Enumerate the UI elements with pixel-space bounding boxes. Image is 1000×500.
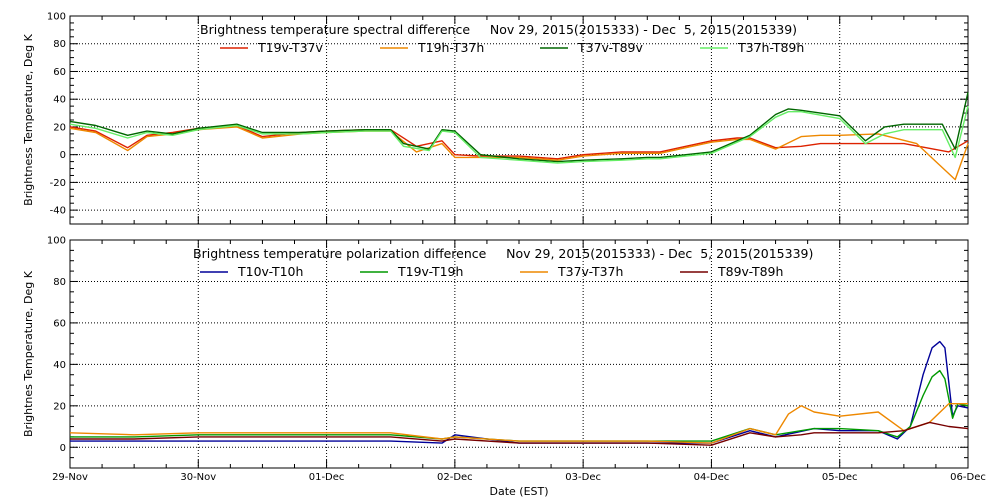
spectral-difference-panel: -40 -20 0 20 40 60 80 100 Brightness temperatur… (22, 12, 969, 225)
y-tick-label: 60 (53, 67, 66, 78)
y-tick-label: 100 (47, 236, 66, 247)
y-tick-label: 20 (53, 122, 66, 133)
y-tick-label: 40 (53, 95, 66, 106)
legend-label: T19v-T19h (397, 264, 463, 279)
grid (70, 16, 968, 224)
legend-label: T37v-T37h (557, 264, 623, 279)
x-tick-label: 06-Dec (950, 472, 986, 483)
legend-label: T19h-T37h (417, 40, 484, 55)
legend: T19v-T37v T19h-T37h T37v-T89v T37h-T89h (220, 40, 804, 55)
y-tick-label: 0 (60, 150, 66, 161)
x-tick-label: 05-Dec (822, 472, 858, 483)
x-tick-label: 30-Nov (180, 472, 216, 483)
polarization-difference-panel: 0 20 40 60 80 100 Brightness temperature pola… (22, 236, 986, 484)
y-tick-label: 20 (53, 401, 66, 412)
plot-frame (69, 239, 969, 469)
y-tick-label: 80 (53, 277, 66, 288)
y-tick-label: -40 (50, 206, 66, 217)
series-line-t19v-t37v (69, 124, 969, 160)
legend-label: T19v-T37v (257, 40, 324, 55)
series-lines (69, 92, 969, 181)
plot-frame (69, 15, 969, 225)
y-axis-label: Brightness Temperature, Deg K (22, 33, 35, 205)
series-line-t19h-t37h (69, 126, 969, 181)
chart-title: Brightness temperature polarization diff… (193, 246, 813, 261)
x-tick-label: 01-Dec (309, 472, 345, 483)
x-axis-label: Date (EST) (489, 485, 548, 498)
series-line-t10v-t10h (70, 340, 969, 444)
y-tick-label: 80 (53, 39, 66, 50)
legend-label: T89v-T89h (717, 264, 783, 279)
legend: T10v-T10h T19v-T19h T37v-T37h T89v-T89h (200, 264, 783, 279)
legend-label: T37v-T89v (577, 40, 644, 55)
y-tick-label: 60 (53, 318, 66, 329)
y-tick-label: -20 (50, 178, 66, 189)
x-tick-label: 29-Nov (52, 472, 88, 483)
x-tick-labels: 29-Nov 30-Nov 01-Dec 02-Dec 03-Dec 04-Dec 05-D… (52, 472, 986, 483)
x-tick-label: 03-Dec (565, 472, 601, 483)
y-tick-label: 0 (60, 443, 66, 454)
series-line-t37h-t89h (69, 105, 969, 164)
x-tick-label: 04-Dec (694, 472, 730, 483)
x-tick-label: 02-Dec (437, 472, 473, 483)
series-line-t89v-t89h (70, 421, 969, 446)
series-lines (69, 340, 969, 446)
y-tick-label: 40 (53, 360, 66, 371)
series-line-t37v-t89v (69, 92, 969, 163)
axis-ticks: 0 20 40 60 80 100 (47, 236, 969, 469)
legend-label: T37h-T89h (737, 40, 804, 55)
chart-title: Brightness temperature spectral differen… (200, 22, 797, 37)
y-tick-label: 100 (47, 12, 66, 23)
axis-ticks: -40 -20 0 20 40 60 80 100 (47, 12, 969, 225)
legend-label: T10v-T10h (237, 264, 303, 279)
series-line-t37v-t37h (69, 403, 968, 444)
y-axis-label: Brightnes Temperature, Deg K (22, 270, 35, 437)
grid (70, 240, 968, 468)
